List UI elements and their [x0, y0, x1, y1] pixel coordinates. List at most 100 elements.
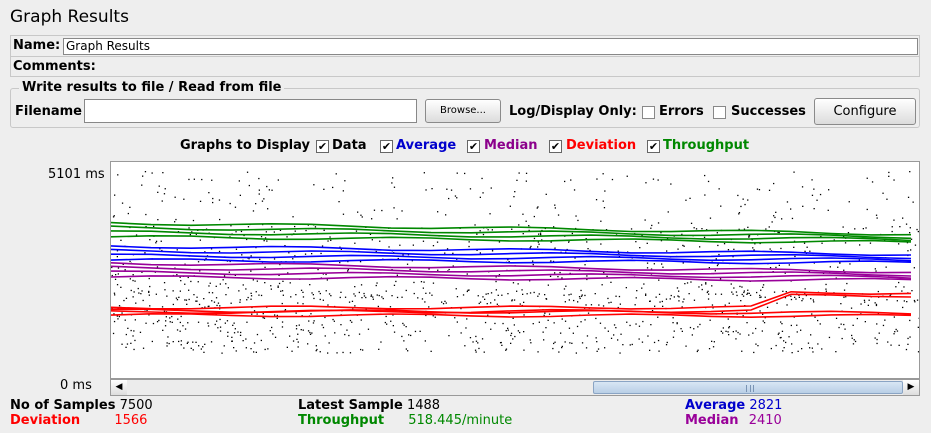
data-point: [182, 325, 184, 327]
data-point: [817, 319, 819, 322]
data-point: [708, 293, 710, 295]
horizontal-scrollbar[interactable]: ◀ ▶: [110, 379, 920, 396]
data-point: [828, 336, 831, 339]
data-point: [392, 325, 394, 327]
data-point: [207, 305, 209, 308]
data-point: [793, 246, 795, 248]
data-point: [208, 291, 210, 294]
filename-label: Filename: [15, 104, 82, 119]
data-point: [565, 285, 567, 287]
data-point: [579, 297, 581, 300]
data-point: [413, 281, 415, 284]
data-point: [693, 299, 696, 301]
data-point: [631, 343, 633, 346]
data-point: [344, 296, 347, 298]
filename-input[interactable]: [84, 99, 417, 123]
data-point: [172, 290, 174, 292]
data-point: [276, 317, 278, 319]
data-point: [598, 304, 600, 306]
comments-row[interactable]: Comments:: [10, 57, 920, 77]
data-point: [484, 321, 487, 324]
data-point: [344, 180, 346, 182]
data-point: [850, 307, 853, 309]
data-point: [201, 178, 203, 181]
data-point: [264, 282, 266, 284]
data-point: [276, 314, 278, 317]
data-point: [776, 302, 778, 304]
data-point: [643, 283, 645, 285]
data-point: [138, 292, 140, 294]
data-point: [876, 342, 878, 345]
data-point: [768, 226, 770, 228]
data-point: [250, 348, 252, 350]
data-point: [446, 188, 448, 190]
scroll-left-icon[interactable]: ◀: [111, 380, 127, 395]
data-point: [600, 243, 602, 245]
data-point: [676, 287, 679, 289]
data-point: [746, 293, 748, 295]
data-point: [743, 228, 746, 230]
data-point: [478, 302, 480, 305]
data-point: [561, 345, 563, 348]
graph-option-median-checkbox[interactable]: ✔: [467, 140, 480, 153]
scrollbar-thumb[interactable]: [593, 381, 903, 394]
data-point: [510, 342, 512, 344]
data-point: [208, 305, 210, 307]
data-point: [594, 293, 596, 295]
data-point: [246, 238, 248, 241]
data-point: [288, 252, 290, 254]
data-point: [742, 295, 745, 297]
data-point: [467, 289, 469, 291]
graph-option-deviation-checkbox[interactable]: ✔: [549, 140, 562, 153]
data-point: [909, 171, 911, 173]
data-point: [199, 270, 201, 272]
data-point: [125, 333, 127, 336]
data-point: [902, 306, 904, 309]
data-point: [618, 252, 620, 254]
graph-option-data-checkbox[interactable]: ✔: [316, 140, 329, 153]
data-point: [118, 315, 120, 318]
data-point: [917, 326, 919, 328]
data-point: [868, 299, 870, 301]
data-point: [385, 290, 387, 292]
data-point: [118, 305, 121, 307]
graph-option-throughput-checkbox[interactable]: ✔: [647, 140, 660, 153]
data-point: [569, 342, 571, 344]
data-point: [466, 318, 468, 320]
data-point: [384, 321, 386, 324]
graph-option-average-checkbox[interactable]: ✔: [380, 140, 393, 153]
browse-button[interactable]: Browse...: [425, 99, 501, 123]
data-point: [235, 231, 237, 233]
graph-plot-area: [110, 161, 920, 379]
data-point: [825, 290, 827, 292]
configure-button[interactable]: Configure: [814, 98, 916, 125]
data-point: [197, 321, 200, 323]
data-point: [735, 330, 737, 332]
data-point: [323, 188, 325, 190]
data-point: [882, 192, 884, 194]
name-input[interactable]: Graph Results: [63, 38, 918, 55]
data-point: [113, 320, 116, 323]
data-point: [766, 306, 769, 308]
data-point: [482, 233, 485, 236]
scroll-right-icon[interactable]: ▶: [903, 380, 919, 395]
data-point: [137, 287, 139, 290]
data-point: [401, 296, 403, 298]
data-point: [148, 294, 150, 296]
data-point: [312, 294, 314, 296]
data-point: [219, 283, 221, 285]
errors-checkbox[interactable]: [642, 106, 655, 119]
data-point: [595, 199, 598, 201]
data-point: [844, 328, 846, 330]
data-point: [862, 228, 864, 230]
data-point: [292, 340, 295, 342]
data-point: [479, 196, 481, 198]
data-point: [887, 341, 889, 343]
data-point: [875, 214, 878, 216]
data-point: [738, 212, 741, 214]
data-point: [617, 339, 619, 341]
data-point: [234, 206, 237, 208]
throughput-label: Throughput: [298, 413, 385, 428]
successes-checkbox[interactable]: [713, 106, 726, 119]
data-point: [864, 321, 866, 323]
